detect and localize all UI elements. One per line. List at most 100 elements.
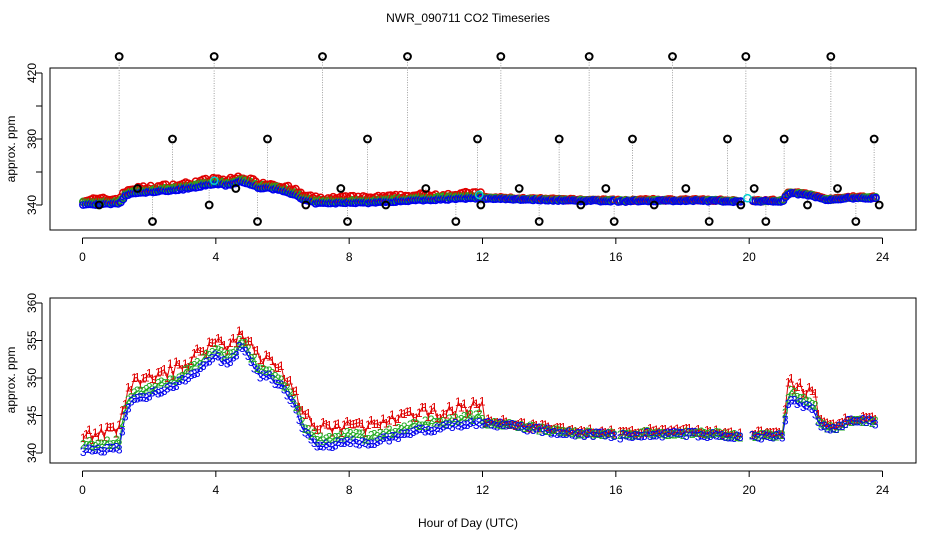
series-2-marker: 2 [110, 437, 117, 451]
series-3-marker: 3 [410, 425, 417, 439]
series-3-marker: 3 [395, 431, 402, 445]
series-2-marker: 2 [821, 418, 828, 432]
series-2-marker: 2 [143, 383, 150, 397]
series-3-marker: 3 [485, 415, 492, 429]
top-y-tick-label: 380 [25, 129, 39, 149]
series-2-marker: 2 [92, 439, 99, 453]
series-1-marker: 1 [332, 418, 339, 432]
series-1-marker: 1 [155, 365, 162, 379]
series-2-marker: 2 [590, 427, 597, 441]
series-1-marker: 1 [200, 344, 207, 358]
series-2-marker: 2 [119, 416, 126, 430]
series-3-marker: 3 [830, 421, 837, 435]
series-2-marker: 2 [500, 419, 507, 433]
series-2-marker: 2 [263, 364, 270, 378]
series-1-marker: 1 [818, 412, 825, 426]
series-2-marker: 2 [707, 427, 714, 441]
series-2-marker: 2 [668, 427, 675, 441]
series-1-marker: 1 [257, 353, 264, 367]
series-2-marker: 2 [326, 430, 333, 444]
series-1-marker: 1 [212, 336, 219, 350]
series-1-marker: 1 [692, 425, 699, 439]
series-1-marker: 1 [680, 422, 687, 436]
series-3-marker: 3 [422, 424, 429, 438]
series-1-marker: 1 [533, 419, 540, 433]
series-2-marker: 2 [602, 428, 609, 442]
series-2-marker: 2 [497, 418, 504, 432]
calibration-point [534, 217, 544, 226]
bottom-plot-frame [49, 297, 917, 464]
calibration-point [421, 184, 431, 193]
series-3-marker: 3 [116, 442, 123, 456]
series-3-marker: 3 [218, 355, 225, 369]
series-1-marker: 1 [698, 426, 705, 440]
series-3-marker: 3 [863, 415, 870, 429]
series-3-marker: 3 [137, 391, 144, 405]
series-1-marker: 1 [653, 423, 660, 437]
series-1-marker: 1 [686, 422, 693, 436]
series-3-marker: 3 [353, 437, 360, 451]
series-1-marker: 1 [869, 410, 876, 424]
top-x-tick-label: 4 [212, 250, 219, 264]
series-3-marker: 3 [185, 371, 192, 385]
series-2-marker: 2 [536, 423, 543, 437]
series-2-marker: 2 [221, 350, 228, 364]
series-2-marker: 2 [224, 348, 231, 362]
series-2-marker: 2 [827, 419, 834, 433]
calibration-point [584, 52, 594, 61]
series-3-marker: 3 [437, 421, 444, 435]
series-3-marker: 3 [224, 356, 231, 370]
series-2-marker: 2 [863, 415, 870, 429]
series-2-marker: 2 [686, 426, 693, 440]
series-3-marker: 3 [461, 418, 468, 432]
series-1-marker: 1 [497, 416, 504, 430]
series-1-marker: 1 [221, 339, 228, 353]
series-3-marker: 3 [641, 429, 648, 443]
series-3-marker: 3 [509, 418, 516, 432]
series-1-marker: 1 [602, 425, 609, 439]
series-1-marker: 1 [245, 334, 252, 348]
series-3-marker: 3 [347, 436, 354, 450]
series-1-marker: 1 [485, 412, 492, 426]
series-2-marker: 2 [833, 422, 840, 436]
series-3-marker: 3 [260, 368, 267, 382]
series-3-marker: 3 [431, 424, 438, 438]
series-2-marker: 2 [662, 428, 669, 442]
calibration-point [649, 200, 659, 210]
calibration-point [94, 200, 104, 210]
series-2-marker: 2 [197, 358, 204, 372]
series-1-marker: 1 [176, 357, 183, 371]
series-2-marker: 2 [227, 347, 234, 361]
series-1-marker: 1 [611, 427, 618, 441]
series-1-marker: 1 [194, 342, 201, 356]
series-2-marker: 2 [251, 351, 258, 365]
series-2-marker: 2 [404, 423, 411, 437]
series-2-marker: 2 [845, 414, 852, 428]
series-1-marker: 1 [119, 404, 126, 418]
series-3-marker: 3 [602, 429, 609, 443]
series-2-marker: 2 [620, 427, 627, 441]
series-1-marker: 1 [491, 415, 498, 429]
series-1-marker: 1 [863, 410, 870, 424]
series-1-marker: 1 [719, 428, 726, 442]
series-2-marker: 2 [113, 433, 120, 447]
series-1-marker: 1 [554, 421, 561, 435]
series-3-marker: 3 [503, 418, 510, 432]
series-1-marker: 1 [233, 336, 240, 350]
series-2-marker: 2 [302, 422, 309, 436]
series-2-marker: 2 [182, 363, 189, 377]
series-1-marker: 1 [557, 420, 564, 434]
cyan-point [474, 190, 484, 200]
series-2-marker: 2 [683, 425, 690, 439]
series-2-marker: 2 [185, 362, 192, 376]
series-1-marker: 1 [479, 395, 486, 409]
series-3-marker: 3 [284, 389, 291, 403]
series-3-marker: 3 [668, 426, 675, 440]
series-3-marker: 3 [623, 429, 630, 443]
series-2-marker: 2 [362, 432, 369, 446]
series-2-marker: 2 [455, 414, 462, 428]
series-1-marker: 1 [209, 336, 216, 350]
series-3-marker: 3 [230, 350, 237, 364]
series-3-marker: 3 [506, 418, 513, 432]
